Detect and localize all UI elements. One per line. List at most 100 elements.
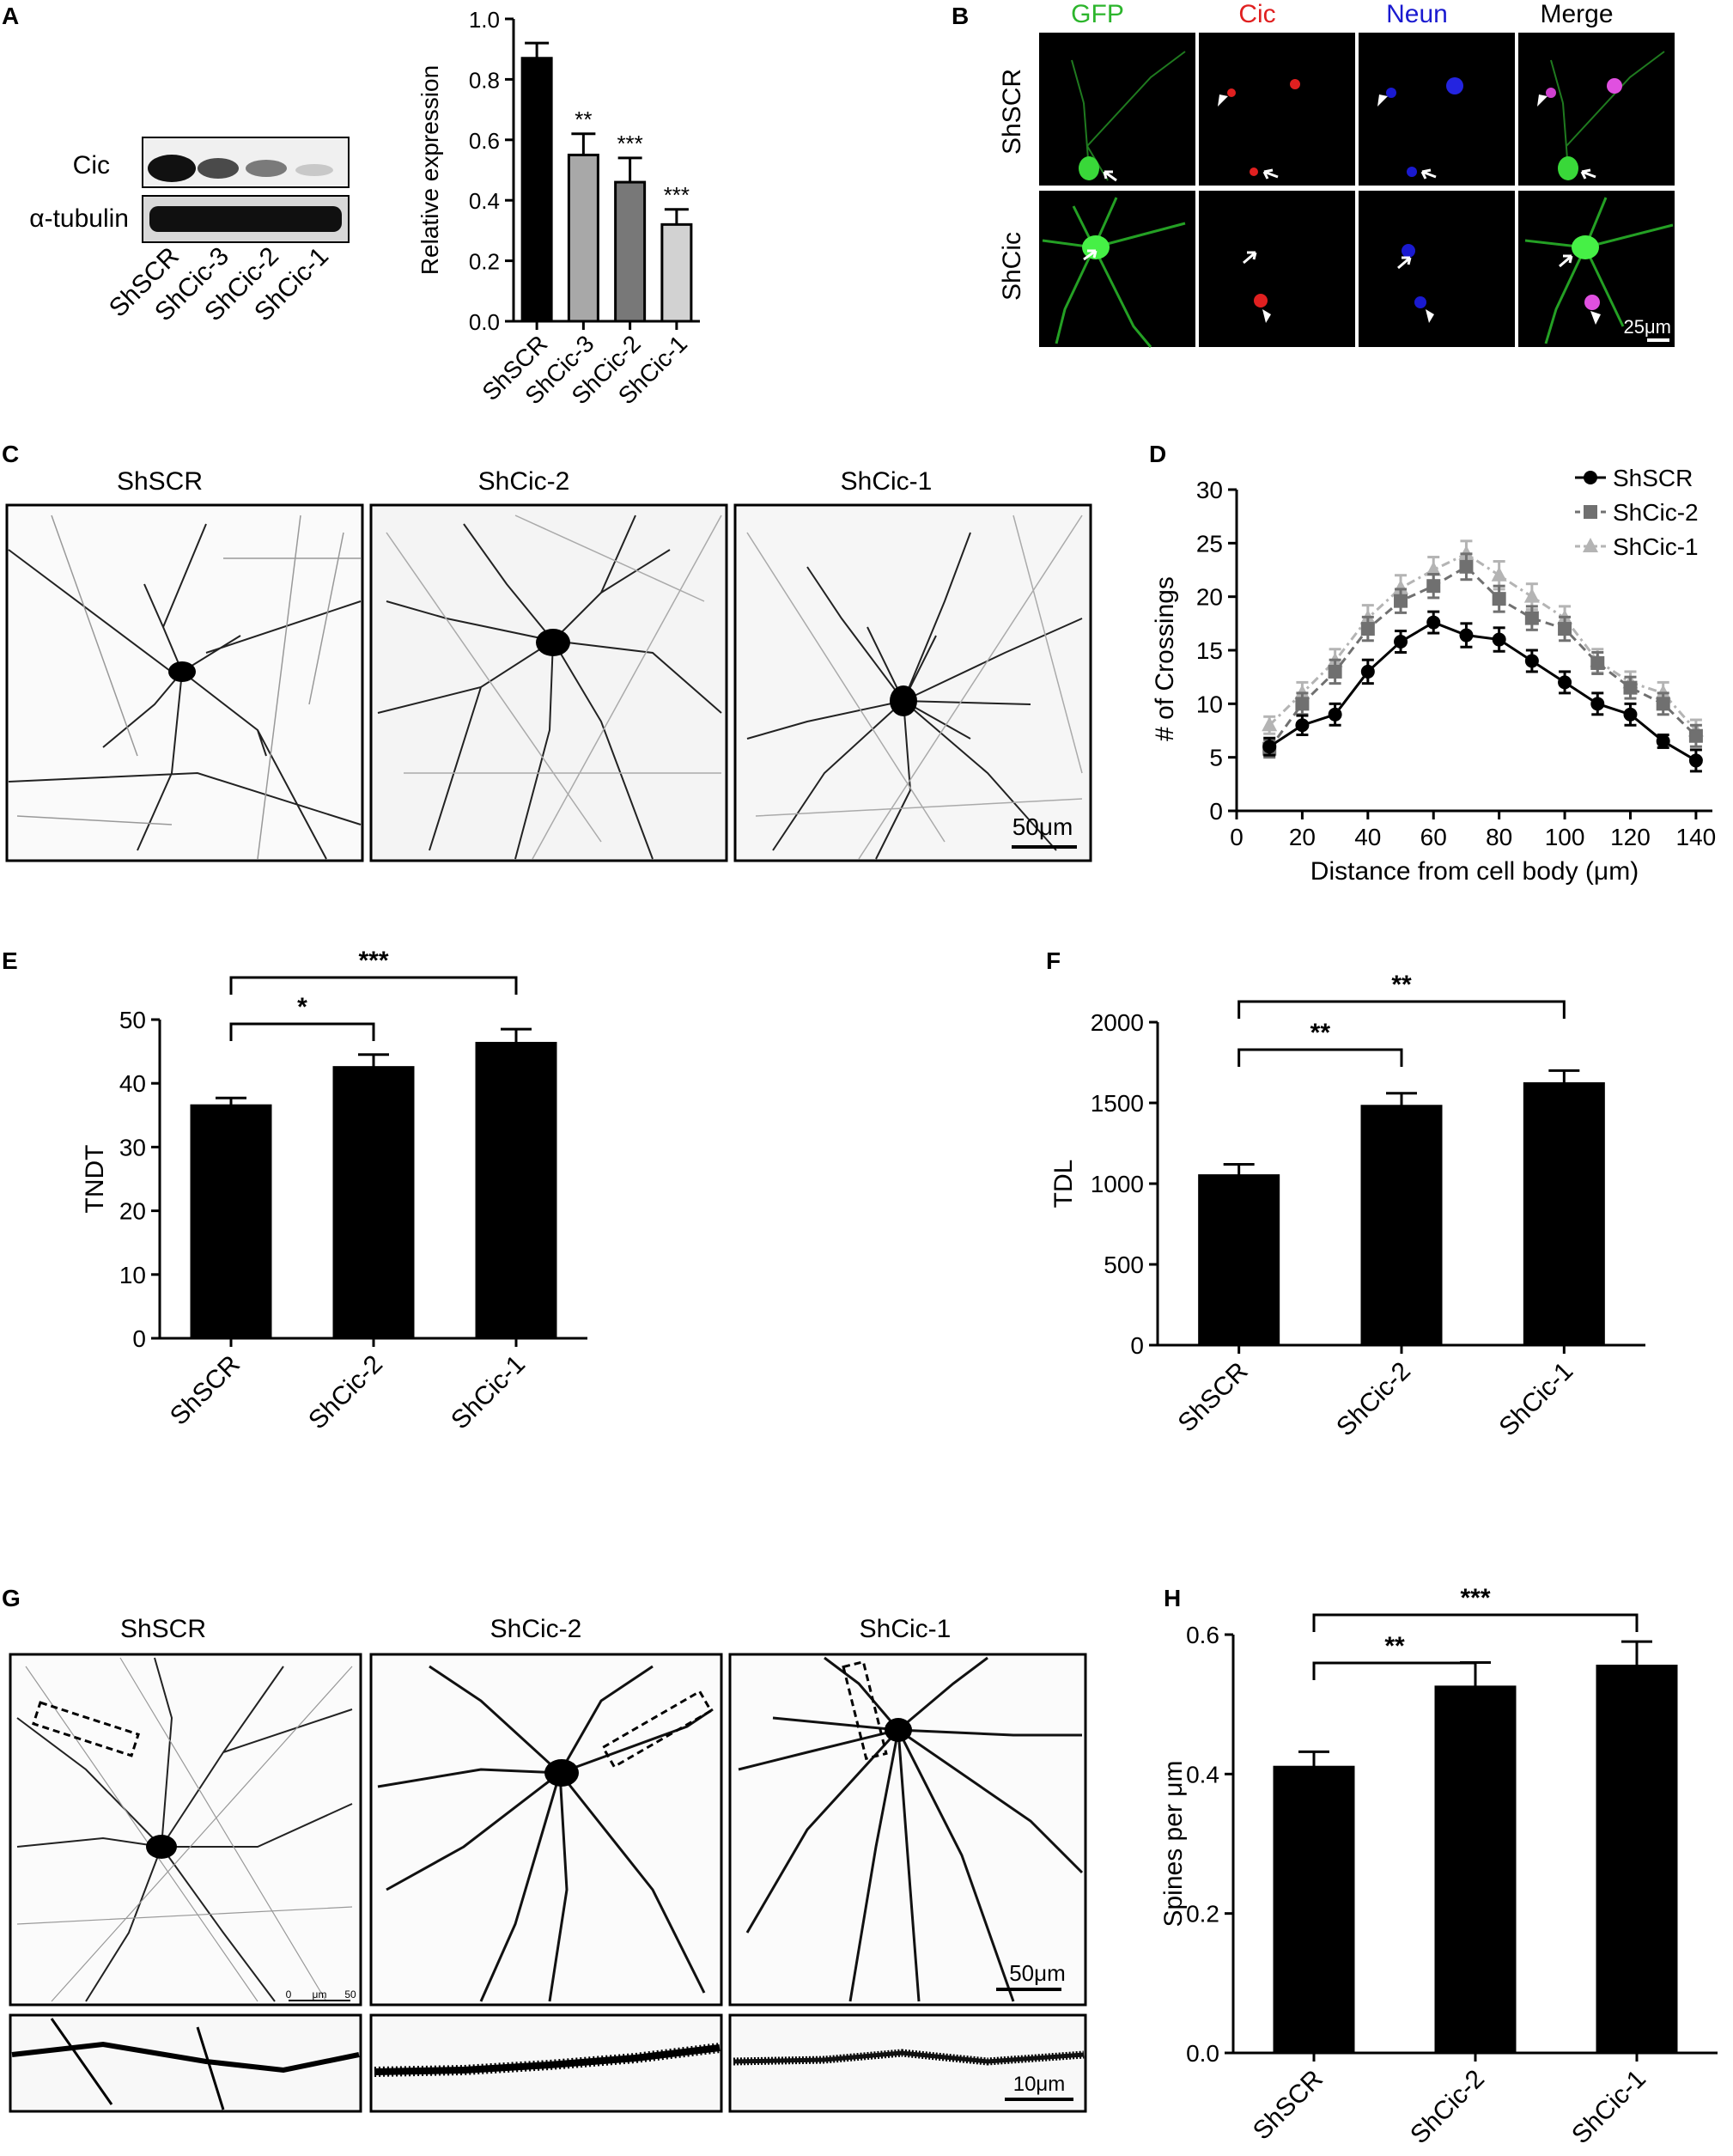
x-tick-label-0: ShSCR <box>165 1350 246 1431</box>
arrow-marker <box>1243 251 1257 265</box>
y-tick-label: 10 <box>119 1262 146 1288</box>
nucleus-marker <box>1407 167 1417 177</box>
data-point <box>1328 664 1342 679</box>
x-tick-label: 140 <box>1676 824 1717 850</box>
y-tick-label: 10 <box>1196 691 1223 717</box>
y-axis-label: # of Crossings <box>1151 576 1179 741</box>
arrow-marker <box>1559 254 1573 268</box>
y-axis-label: Relative expression <box>417 65 443 275</box>
blot-band <box>246 160 287 177</box>
scale-bar-label-g-bottom: 10μm <box>1013 2073 1066 2096</box>
y-tick-label: 1500 <box>1091 1090 1144 1117</box>
if-image-gfp-shscr <box>1039 33 1195 186</box>
blot-band <box>198 158 239 179</box>
x-tick-label-2: ShCic-1 <box>446 1350 531 1435</box>
legend-label: ShCic-1 <box>1613 533 1699 560</box>
neuron-image-shscr <box>5 503 364 862</box>
if-image-gfp-shcic <box>1039 191 1195 347</box>
y-tick-label: 0.8 <box>469 67 500 93</box>
inner-scale-bar <box>289 2000 350 2001</box>
neuron-soma <box>1558 156 1578 180</box>
row-label-shscr: ShSCR <box>998 69 1026 155</box>
y-axis-label: TDL <box>1049 1160 1078 1209</box>
y-tick-label: 25 <box>1196 530 1223 557</box>
condition-label: ShCic-2 <box>490 1615 582 1643</box>
panel-letter-c: C <box>2 441 19 467</box>
significance-bracket-0 <box>229 1022 375 1041</box>
y-tick-label: 1.0 <box>469 7 500 33</box>
y-tick-label: 500 <box>1104 1252 1144 1278</box>
blot-label-tubulin: α-tubulin <box>29 204 129 233</box>
y-tick-label: 20 <box>119 1198 146 1225</box>
panel-letter-b: B <box>952 3 969 29</box>
x-tick-label: 20 <box>1289 824 1316 850</box>
data-point <box>1360 622 1375 636</box>
dendrite-zoom-shcic-1 <box>728 2013 1087 2113</box>
data-point <box>1558 622 1572 636</box>
nucleus-marker <box>1546 88 1556 98</box>
scale-bar-g-bottom <box>1005 2098 1073 2101</box>
blot-label-cic: Cic <box>73 151 110 180</box>
inner-scale-label: μm <box>313 1989 327 2001</box>
legend-label: ShSCR <box>1613 465 1693 491</box>
data-point <box>1295 718 1310 733</box>
nucleus-marker <box>1290 79 1300 89</box>
y-axis-label: TNDT <box>81 1145 109 1214</box>
y-tick-label: 0 <box>132 1325 146 1352</box>
y-tick-label: 1000 <box>1091 1171 1144 1197</box>
significance-label-1: ** <box>575 107 592 132</box>
significance-label-0: ** <box>1384 1632 1405 1660</box>
x-tick-label: 120 <box>1610 824 1651 850</box>
blot-band <box>295 164 333 176</box>
arrowhead-marker <box>1218 94 1228 107</box>
y-tick-label: 40 <box>119 1070 146 1097</box>
dendrite-core <box>733 2050 1085 2064</box>
arrowhead-marker <box>1590 311 1601 325</box>
x-tick-label-1: ShCic-2 <box>1331 1357 1416 1442</box>
nucleus-marker <box>1446 77 1463 94</box>
chart-tdl: 0 500 1000 1500 2000 TDL ShSCR ShCic-2 ShCic-1 **… <box>1049 971 1645 1441</box>
data-point <box>1688 753 1703 768</box>
panel-letter-d: D <box>1149 441 1166 467</box>
nucleus-marker <box>1402 244 1415 258</box>
nucleus-marker <box>1607 78 1622 94</box>
dendrite-branch <box>50 2018 225 2110</box>
neuron-soma <box>1079 156 1099 180</box>
data-point <box>1656 734 1670 748</box>
x-tick-label-2: ShCic-1 <box>1493 1357 1578 1442</box>
channel-label-gfp: GFP <box>1071 0 1124 28</box>
blot-band <box>149 206 342 232</box>
significance-label-1: *** <box>1460 1584 1490 1612</box>
data-point <box>1656 697 1670 711</box>
arrow-marker <box>1580 168 1596 180</box>
channel-label-merge: Merge <box>1540 0 1613 28</box>
y-tick-label: 0.4 <box>469 188 500 214</box>
condition-label: ShCic-2 <box>478 467 570 496</box>
neuron-soma <box>885 1718 912 1742</box>
y-tick-label: 0.6 <box>1186 1622 1219 1648</box>
scale-bar-g-top <box>996 1988 1061 1991</box>
panel-letter-h: H <box>1164 1585 1181 1611</box>
scale-bar-label-c: 50μm <box>1012 813 1073 840</box>
bar-2 <box>1523 1081 1605 1347</box>
significance-bracket-1 <box>1312 1613 1639 1632</box>
data-point <box>1426 579 1441 594</box>
significance-label-1: ** <box>1391 971 1412 999</box>
bar-3 <box>660 222 693 323</box>
y-tick-label: 2000 <box>1091 1009 1144 1036</box>
row-label-shcic: ShCic <box>998 232 1026 301</box>
x-tick-label-1: ShCic-2 <box>303 1350 388 1435</box>
data-point <box>1623 680 1638 695</box>
bar-1 <box>1360 1105 1443 1347</box>
arrowhead-marker <box>1426 309 1434 323</box>
x-tick-label-0: ShSCR <box>1248 2065 1329 2146</box>
panel-letter-f: F <box>1046 947 1061 974</box>
y-tick-label: 20 <box>1196 584 1223 611</box>
panel-letter-e: E <box>2 947 18 974</box>
y-tick-label: 0.2 <box>1186 1901 1219 1928</box>
data-point <box>1623 707 1638 722</box>
data-point <box>1523 588 1540 603</box>
neuron-soma <box>544 1759 579 1787</box>
neuron-soma <box>536 629 570 656</box>
